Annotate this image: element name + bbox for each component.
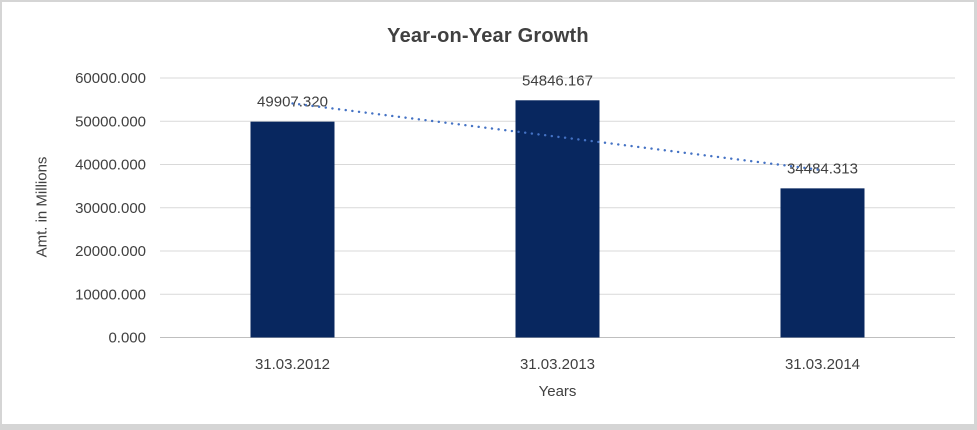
y-tick-label: 0.000: [108, 330, 146, 347]
y-tick-label: 10000.000: [75, 286, 146, 303]
bar: [780, 188, 865, 338]
trendline: [291, 102, 824, 172]
x-tick-label: 31.03.2013: [520, 356, 595, 373]
bar: [250, 121, 335, 338]
bar: [515, 100, 600, 338]
y-tick-label: 50000.000: [75, 113, 146, 130]
bar-data-label: 54846.167: [522, 72, 593, 89]
bar-data-label: 34484.313: [787, 160, 858, 177]
y-tick-label: 20000.000: [75, 243, 146, 260]
x-tick-label: 31.03.2014: [785, 356, 860, 373]
x-tick-label: 31.03.2012: [255, 356, 330, 373]
chart-title: Year-on-Year Growth: [387, 25, 589, 47]
y-tick-label: 60000.000: [75, 70, 146, 87]
y-tick-label: 30000.000: [75, 200, 146, 217]
y-tick-label: 40000.000: [75, 157, 146, 174]
x-axis-title: Years: [538, 383, 577, 400]
bar-data-label: 49907.320: [257, 94, 328, 111]
